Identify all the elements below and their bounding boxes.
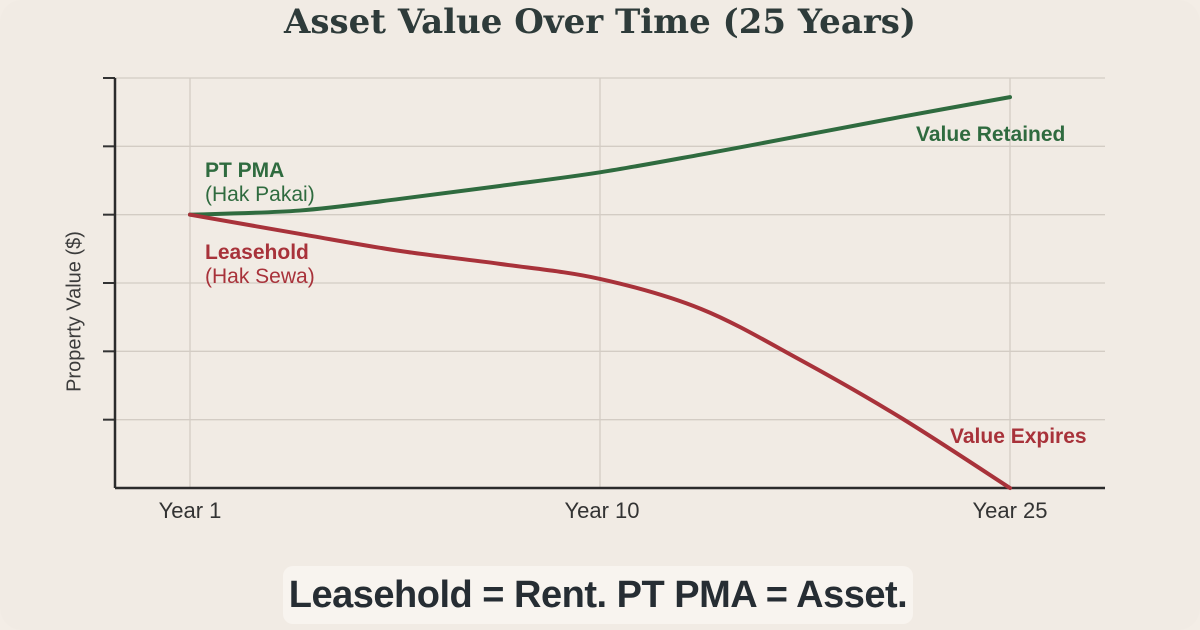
footer-caption: Leasehold = Rent. PT PMA = Asset. bbox=[283, 566, 913, 624]
series-sublabel-hak-sewa: (Hak Sewa) bbox=[205, 265, 315, 288]
annotation-value-expires: Value Expires bbox=[950, 425, 1087, 448]
series-line-pt-pma bbox=[188, 95, 1012, 217]
x-tick-label: Year 10 bbox=[564, 498, 640, 523]
y-axis-label: Property Value ($) bbox=[63, 231, 86, 392]
series-line-leasehold bbox=[188, 212, 1012, 490]
series-label-pt-pma: PT PMA bbox=[205, 159, 285, 182]
chart-title: Asset Value Over Time (25 Years) bbox=[283, 2, 916, 42]
series-label-leasehold: Leasehold bbox=[205, 241, 309, 264]
x-tick-label: Year 25 bbox=[972, 498, 1048, 523]
annotation-value-retained: Value Retained bbox=[916, 123, 1066, 146]
x-tick-label: Year 1 bbox=[158, 498, 222, 523]
series-sublabel-hak-pakai: (Hak Pakai) bbox=[205, 183, 315, 206]
